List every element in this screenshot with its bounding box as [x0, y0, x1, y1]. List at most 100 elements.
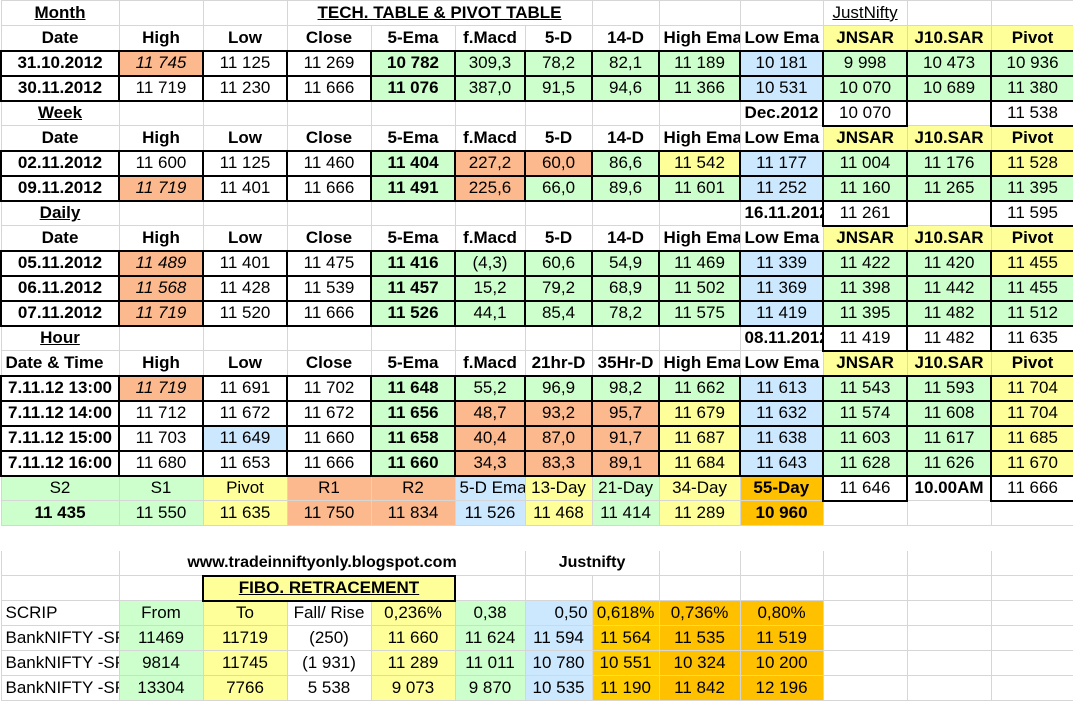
table-cell: 86,6 [591, 149, 661, 177]
table-cell: 11 457 [370, 274, 456, 302]
table-cell: 11745 [202, 650, 288, 676]
col-jnsar: JNSAR [822, 25, 908, 51]
table-cell: 11 658 [370, 424, 456, 452]
table-cell: 11 401 [202, 249, 288, 277]
col-date: Date [0, 25, 120, 51]
site-url[interactable]: www.tradeinniftyonly.blogspot.com [118, 550, 526, 576]
table-cell: 31.10.2012 [0, 49, 120, 77]
table-cell: 11 528 [990, 149, 1073, 177]
empty-cell [118, 325, 204, 351]
table-cell: R2 [370, 475, 456, 501]
table-cell: Close [286, 225, 372, 251]
table-cell: 11 660 [370, 625, 456, 651]
empty-cell [990, 625, 1073, 651]
table-cell: 225,6 [454, 174, 526, 202]
table-cell: 78,2 [591, 299, 661, 327]
table-cell: High [118, 225, 204, 251]
table-cell: 10 782 [370, 49, 456, 77]
table-cell: 11 519 [739, 625, 824, 651]
table-cell: 5-D [524, 125, 593, 151]
table-row: 7.11.12 15:00 11 703 11 649 11 660 11 65… [0, 424, 1073, 452]
table-cell: 9 870 [454, 675, 526, 701]
empty-cell [658, 550, 741, 576]
table-cell: 11 568 [118, 274, 204, 302]
table-cell: 11 230 [202, 74, 288, 102]
table-cell: 11 617 [906, 424, 993, 452]
table-cell: 96,9 [523, 374, 594, 402]
table-cell: 11 543 [822, 374, 909, 402]
table-cell: Low [202, 125, 288, 151]
table-cell: 93,2 [523, 399, 594, 427]
table-cell: From [118, 600, 204, 626]
footer-brand: Justnifty [524, 550, 660, 576]
table-cell: 10 181 [739, 49, 825, 77]
table-cell: 11 691 [202, 374, 288, 402]
empty-cell [990, 650, 1073, 676]
empty-cell [591, 200, 660, 226]
empty-cell [202, 325, 288, 351]
table-cell: 48,7 [454, 399, 526, 427]
table-cell: 21-Day [591, 475, 660, 501]
table-cell: 89,1 [591, 449, 661, 477]
table-cell: 11 564 [591, 625, 660, 651]
table-cell: 11 660 [286, 424, 372, 452]
table-cell: 11 719 [118, 374, 204, 402]
empty-cell [524, 100, 593, 126]
table-cell: 0,38 [454, 600, 526, 626]
table-cell: 11 704 [990, 399, 1073, 427]
empty-cell [739, 575, 824, 601]
fibo-title: FIBO. RETRACEMENT [202, 574, 456, 602]
table-cell: 11 455 [990, 249, 1073, 277]
table-cell: 11 632 [739, 399, 825, 427]
table-cell: 5-D Ema [454, 475, 526, 501]
col-14-d: 14-D [591, 25, 660, 51]
table-cell: 11 666 [286, 174, 372, 202]
empty-cell [202, 200, 288, 226]
table-cell: Low Ema [739, 225, 824, 251]
table-cell: 11 289 [658, 500, 741, 526]
empty-cell [658, 100, 741, 126]
empty-cell [906, 650, 992, 676]
table-cell: 11 419 [739, 299, 825, 327]
table-cell: Date [0, 225, 120, 251]
table-cell: 11 648 [370, 374, 456, 402]
table-cell: 309,3 [454, 49, 526, 77]
table-cell: 85,4 [523, 299, 594, 327]
levels-value-row: 11 435 11 550 11 635 11 750 11 834 11 52… [0, 500, 1073, 526]
empty-cell [906, 625, 992, 651]
table-cell: 11 679 [658, 399, 742, 427]
table-cell: High [118, 125, 204, 151]
week-section-row: Week Dec.2012 10 070 11 538 [0, 99, 1073, 127]
table-cell: 11 190 [591, 675, 660, 701]
empty-cell [822, 600, 908, 626]
empty-cell [906, 0, 992, 26]
table-cell: 11 685 [990, 424, 1073, 452]
fibo-row: BankNIFTY -SPOT 11469 11719 (250) 11 660… [0, 625, 1073, 651]
table-cell: 02.11.2012 [0, 149, 120, 177]
table-cell: 11 603 [822, 424, 909, 452]
daily-ref-pivot: 11 595 [990, 199, 1073, 227]
table-cell: (4,3) [454, 249, 526, 277]
week-ref-date: Dec.2012 [739, 100, 824, 126]
empty-cell [118, 100, 204, 126]
table-cell: 11 672 [202, 399, 288, 427]
month-label: Month [0, 0, 120, 26]
table-cell: 11 011 [454, 650, 526, 676]
empty-cell [591, 325, 660, 351]
table-cell: 11 289 [370, 650, 456, 676]
week-ref-jnsar: 10 070 [822, 99, 909, 127]
table-cell: Pivot [990, 225, 1073, 251]
brand-link[interactable]: JustNifty [822, 0, 908, 26]
table-cell: 11 680 [118, 449, 204, 477]
table-cell: 35Hr-D [591, 350, 660, 376]
col-high: High [118, 25, 204, 51]
empty-cell [370, 100, 456, 126]
table-cell: 11 750 [286, 500, 372, 526]
table-cell: 55-Day [739, 475, 824, 501]
table-cell: 13-Day [524, 475, 593, 501]
table-cell: f.Macd [454, 225, 526, 251]
hour-label: Hour [0, 325, 120, 351]
table-cell: 11 635 [202, 500, 288, 526]
table-cell: 11 177 [739, 149, 825, 177]
